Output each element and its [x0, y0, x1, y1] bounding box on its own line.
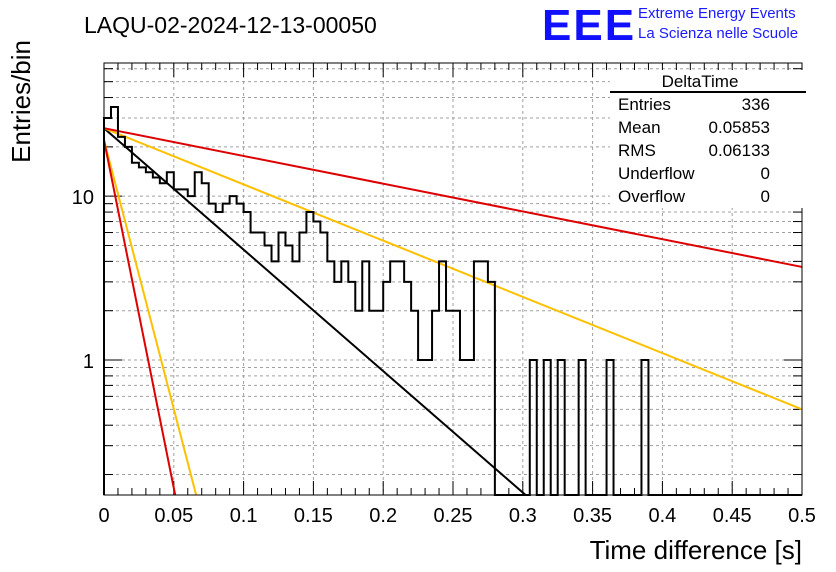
logo-line-1: Extreme Energy Events	[638, 5, 796, 22]
x-tick-label: 0.3	[509, 505, 537, 527]
x-tick-label: 0.35	[573, 505, 612, 527]
eee-logo: EEE	[542, 1, 637, 50]
x-tick-label: 0.45	[713, 505, 752, 527]
fit-line	[103, 139, 177, 496]
y-axis-title: Entries/bin	[6, 40, 36, 163]
stats-box: DeltaTime Entries 336 Mean 0.05853 RMS 0.0613…	[610, 70, 806, 208]
stats-row-value: 0.06133	[709, 141, 770, 160]
stats-row-label: Underflow	[618, 164, 695, 183]
x-tick-label: 0.25	[434, 505, 473, 527]
x-tick-label: 0.1	[230, 505, 258, 527]
grid-lines	[104, 63, 802, 495]
x-tick-label: 0	[98, 505, 109, 527]
x-tick-label: 0.5	[788, 505, 816, 527]
stats-row-value: 336	[742, 95, 770, 114]
y-tick-labels: 1 10	[72, 187, 94, 373]
y-tick-label: 1	[83, 351, 94, 373]
x-tick-label: 0.05	[154, 505, 193, 527]
x-tick-label: 0.2	[369, 505, 397, 527]
stats-box-title: DeltaTime	[662, 72, 739, 91]
plot-title: LAQU-02-2024-12-13-00050	[84, 12, 377, 38]
stats-row-label: Entries	[618, 95, 671, 114]
x-tick-labels: 0 0.05 0.1 0.15 0.2 0.25 0.3 0.35 0.4 0.45 0.5	[98, 505, 815, 527]
plot-frame	[103, 62, 803, 496]
x-axis-title: Time difference [s]	[590, 535, 802, 565]
fit-line	[103, 127, 803, 411]
axis-ticks	[103, 63, 803, 495]
x-tick-label: 0.4	[648, 505, 676, 527]
fit-line	[103, 139, 198, 496]
stats-row-label: Overflow	[618, 187, 686, 206]
fit-line	[103, 127, 803, 268]
stats-row-label: RMS	[618, 141, 656, 160]
stats-row-label: Mean	[618, 118, 661, 137]
logo-line-2: La Scienza nelle Scuole	[638, 25, 799, 42]
stats-row-value: 0	[761, 187, 770, 206]
stats-row-value: 0	[761, 164, 770, 183]
x-tick-label: 0.15	[294, 505, 333, 527]
stats-row-value: 0.05853	[709, 118, 770, 137]
y-tick-label: 10	[72, 187, 94, 209]
